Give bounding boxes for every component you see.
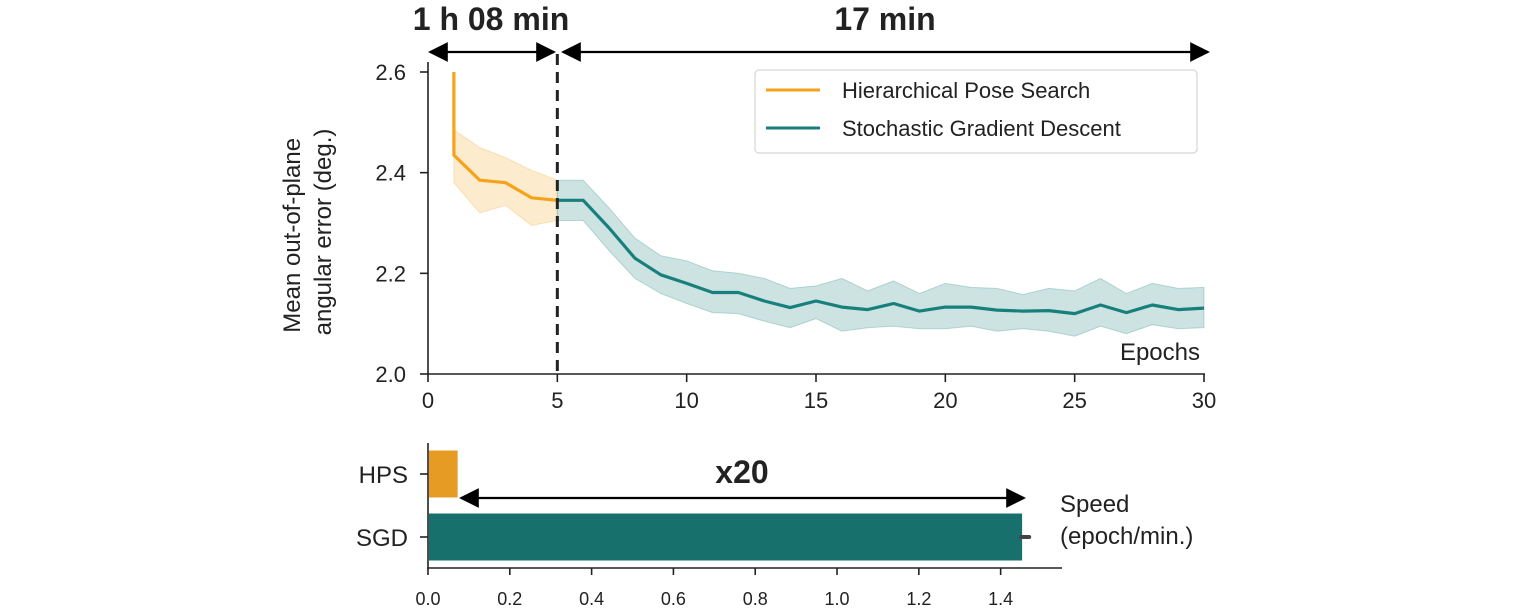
- line-chart: 0 5 10 15 20 25 30 2.0 2.2 2.4 2.6 Epochs Mean ou…: [279, 1, 1216, 413]
- bar-sgd: [429, 513, 1023, 561]
- x-tick-label: 25: [1062, 388, 1086, 413]
- bar-x-tick-label: 1.4: [988, 589, 1013, 609]
- bar-x-ticks: 0.0 0.2 0.4 0.6 0.8 1.0 1.2 1.4: [415, 568, 1013, 609]
- bar-category-label: SGD: [356, 525, 408, 552]
- x-tick-label: 20: [933, 388, 957, 413]
- y-axis-label-line-1: Mean out-of-plane: [279, 138, 306, 333]
- bar-hps: [429, 450, 458, 498]
- x-tick-label: 0: [422, 388, 434, 413]
- x-tick-label: 15: [804, 388, 828, 413]
- x-axis-label: Epochs: [1120, 339, 1200, 366]
- bar-x-tick-label: 0.6: [661, 589, 686, 609]
- x-tick-label: 10: [674, 388, 698, 413]
- y-axis-label-line-2: angular error (deg.): [310, 129, 337, 336]
- series-line-hps: [452, 72, 558, 202]
- y-tick-label: 2.0: [375, 362, 406, 387]
- legend-label-hps: Hierarchical Pose Search: [842, 78, 1090, 103]
- bar-x-tick-label: 0.8: [743, 589, 768, 609]
- bar-x-axis-label: Speed (epoch/min.): [1060, 491, 1193, 550]
- bar-x-tick-label: 1.0: [825, 589, 850, 609]
- bar-x-tick-label: 0.4: [579, 589, 604, 609]
- legend-label-sgd: Stochastic Gradient Descent: [842, 116, 1121, 141]
- bar-category-label: HPS: [359, 462, 408, 489]
- y-ticks: 2.0 2.2 2.4 2.6: [375, 60, 428, 387]
- band-sgd: [556, 179, 1205, 337]
- series-lines: [452, 72, 1205, 316]
- y-tick-label: 2.2: [375, 261, 406, 286]
- legend: Hierarchical Pose Search Stochastic Grad…: [754, 69, 1198, 154]
- sgd-duration-label: 17 min: [834, 1, 935, 37]
- band-hps: [453, 72, 558, 227]
- y-axis-label: Mean out-of-plane angular error (deg.): [279, 129, 337, 336]
- y-tick-label: 2.6: [375, 60, 406, 85]
- legend-box: [754, 69, 1198, 154]
- x-tick-label: 30: [1192, 388, 1216, 413]
- x-tick-label: 5: [551, 388, 563, 413]
- bar-x-tick-label: 0.0: [415, 589, 440, 609]
- hps-duration-label: 1 h 08 min: [413, 1, 570, 37]
- bar-x-tick-label: 1.2: [906, 589, 931, 609]
- speedup-label: x20: [715, 454, 768, 490]
- bars: [429, 450, 1032, 561]
- bar-x-axis-label-line-2: (epoch/min.): [1060, 523, 1193, 550]
- x-ticks: 0 5 10 15 20 25 30: [422, 374, 1216, 413]
- bar-x-tick-label: 0.2: [497, 589, 522, 609]
- bar-x-axis-label-line-1: Speed: [1060, 491, 1129, 518]
- bar-chart: 0.0 0.2 0.4 0.6 0.8 1.0 1.2 1.4 HPS SGD x20 Spee…: [356, 443, 1193, 609]
- bar-y-ticks: HPS SGD: [356, 462, 428, 552]
- series-line-sgd: [557, 198, 1205, 316]
- y-tick-label: 2.4: [375, 161, 406, 186]
